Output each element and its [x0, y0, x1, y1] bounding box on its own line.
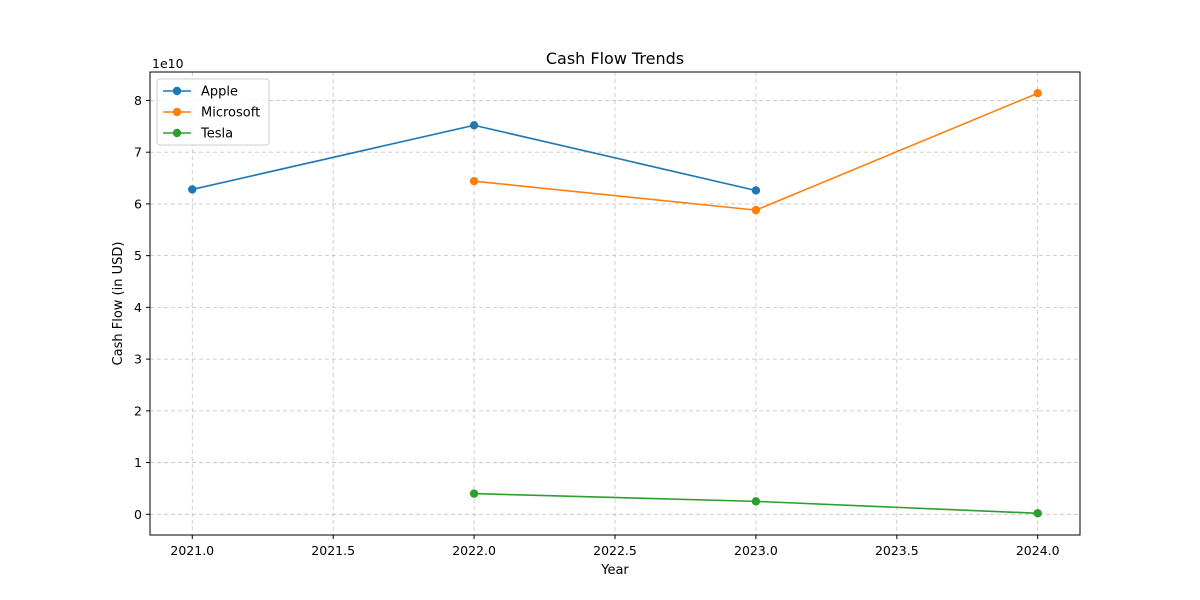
x-tick-label: 2023.0: [734, 543, 778, 558]
x-axis-ticks: 2021.0 2021.5 2022.0 2022.5 2023.0 2023.5 2024…: [170, 535, 1060, 558]
y-tick-label: 6: [134, 196, 142, 211]
data-point-tesla: [1033, 509, 1042, 518]
chart-title: Cash Flow Trends: [546, 49, 684, 68]
y-tick-label: 5: [134, 248, 142, 263]
legend-label-microsoft: Microsoft: [201, 106, 260, 121]
data-point-apple: [751, 186, 761, 195]
y-tick-label: 0: [134, 507, 142, 522]
y-tick-label: 3: [134, 352, 142, 367]
y-tick-label: 1: [134, 455, 142, 470]
x-tick-label: 2022.5: [593, 543, 637, 558]
grid: [150, 72, 1080, 535]
data-point-microsoft: [751, 205, 761, 215]
series-microsoft: [469, 89, 1042, 215]
y-tick-label: 2: [134, 403, 142, 418]
legend-label-apple: Apple: [201, 85, 238, 100]
y-tick-label: 7: [134, 145, 142, 160]
legend-marker-tesla: [172, 128, 182, 138]
data-point-tesla: [469, 489, 479, 498]
x-tick-label: 2021.5: [311, 543, 355, 558]
x-tick-label: 2024.0: [1016, 543, 1060, 558]
legend-marker-apple: [172, 86, 182, 96]
data-point-tesla: [751, 497, 761, 506]
series-layer: [188, 89, 1042, 518]
y-tick-label: 8: [134, 93, 142, 108]
y-tick-label: 4: [134, 300, 142, 315]
x-tick-label: 2023.5: [875, 543, 919, 558]
x-axis-label: Year: [600, 563, 629, 578]
series-tesla: [469, 489, 1042, 518]
legend: Apple Microsoft Tesla: [156, 78, 270, 146]
y-axis-ticks: 0 1 2 3 4 5 6 7 8: [134, 93, 150, 522]
data-point-apple: [188, 185, 197, 194]
data-point-microsoft: [469, 176, 479, 186]
legend-marker-microsoft: [172, 107, 182, 117]
x-tick-label: 2022.0: [452, 543, 496, 558]
legend-label-tesla: Tesla: [200, 127, 233, 142]
data-point-apple: [469, 121, 479, 130]
data-point-microsoft: [1033, 89, 1042, 98]
y-axis-label: Cash Flow (in USD): [111, 242, 126, 366]
series-apple: [188, 121, 761, 195]
y-offset-label: 1e10: [152, 56, 184, 71]
x-tick-label: 2021.0: [170, 543, 214, 558]
legend-box: [156, 78, 270, 146]
